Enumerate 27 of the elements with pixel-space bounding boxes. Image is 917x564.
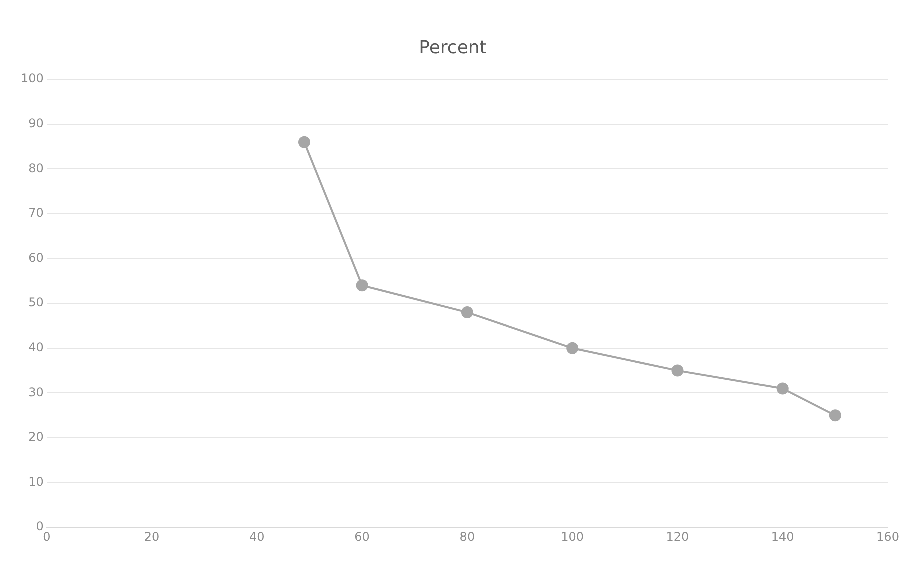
point bbox=[461, 306, 474, 319]
x-tick-label: 100 bbox=[561, 530, 584, 544]
y-tick-label: 10 bbox=[28, 474, 44, 489]
point bbox=[776, 382, 789, 395]
x-tick-label: 120 bbox=[666, 530, 690, 544]
y-tick-label: 90 bbox=[28, 116, 44, 131]
x-tick-label: 20 bbox=[144, 530, 160, 544]
y-tick-label: 50 bbox=[28, 296, 44, 310]
point bbox=[672, 364, 684, 377]
y-tick-label: 0 bbox=[36, 520, 44, 534]
x-tick-label: 140 bbox=[771, 530, 794, 544]
y-tick-label: 40 bbox=[28, 340, 44, 355]
y-tick-label: 60 bbox=[28, 250, 44, 265]
y-tick-label: 80 bbox=[28, 161, 44, 176]
y-tick-label: 70 bbox=[28, 206, 44, 220]
x-tick-label: 40 bbox=[250, 530, 265, 544]
y-tick-label: 30 bbox=[28, 385, 44, 400]
x-tick-label: 60 bbox=[354, 530, 370, 544]
x-tick-label: 160 bbox=[876, 530, 900, 544]
y-tick-label: 20 bbox=[28, 430, 44, 444]
point bbox=[356, 280, 368, 292]
chart-title: Percent bbox=[419, 37, 487, 58]
x-tick-label: 80 bbox=[460, 530, 476, 544]
y-tick-label: 100 bbox=[21, 72, 44, 86]
point bbox=[566, 342, 579, 354]
point bbox=[829, 410, 842, 422]
point bbox=[298, 136, 310, 148]
